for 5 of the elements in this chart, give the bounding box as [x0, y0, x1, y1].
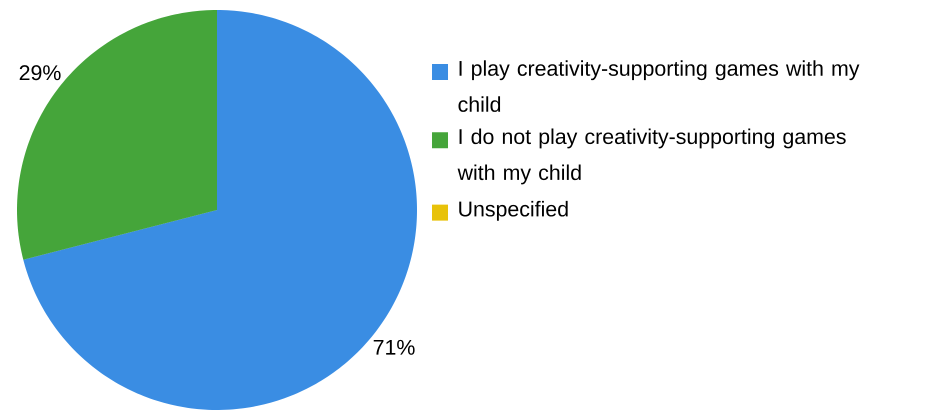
- data-label: 29%: [20, 65, 61, 80]
- legend-label: Unspecified: [459, 200, 568, 221]
- legend-label: I play creativity-supporting games with my child: [458, 60, 860, 112]
- data-label: 71%: [374, 340, 415, 355]
- legend-label: I do not play creativity-supporting games with my child: [458, 128, 846, 184]
